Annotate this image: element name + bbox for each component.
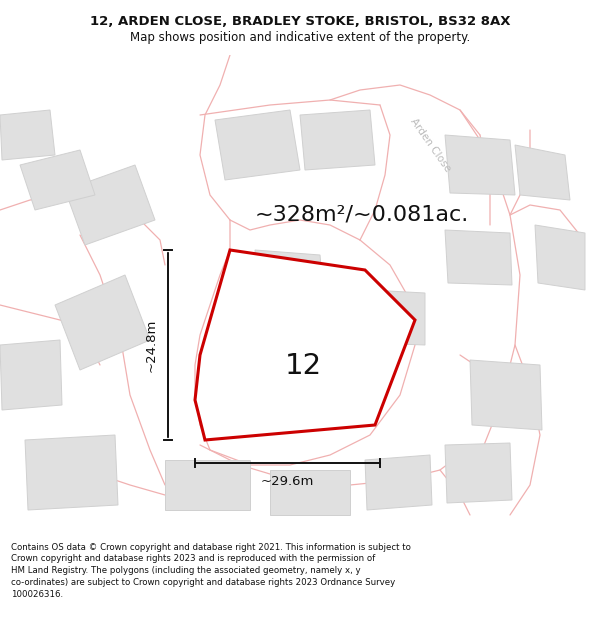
Text: ~24.8m: ~24.8m [145,318,158,372]
Polygon shape [445,135,515,195]
Text: ~328m²/~0.081ac.: ~328m²/~0.081ac. [255,205,469,225]
Polygon shape [535,225,585,290]
Polygon shape [370,290,425,345]
Text: 12, ARDEN CLOSE, BRADLEY STOKE, BRISTOL, BS32 8AX: 12, ARDEN CLOSE, BRADLEY STOKE, BRISTOL,… [90,16,510,28]
Text: Arden Close: Arden Close [408,116,452,174]
Polygon shape [470,360,542,430]
Polygon shape [195,250,415,440]
Polygon shape [515,145,570,200]
Polygon shape [65,165,155,245]
Polygon shape [165,460,250,510]
Polygon shape [270,470,350,515]
Polygon shape [445,443,512,503]
Text: ~29.6m: ~29.6m [261,475,314,488]
Polygon shape [255,250,325,310]
Polygon shape [0,110,55,160]
Polygon shape [300,110,375,170]
Text: Contains OS data © Crown copyright and database right 2021. This information is : Contains OS data © Crown copyright and d… [11,542,410,599]
Polygon shape [365,455,432,510]
Polygon shape [215,110,300,180]
Text: Map shows position and indicative extent of the property.: Map shows position and indicative extent… [130,31,470,44]
Polygon shape [55,275,150,370]
Polygon shape [270,345,332,395]
Polygon shape [445,230,512,285]
Polygon shape [25,435,118,510]
Text: 12: 12 [285,352,322,381]
Polygon shape [0,340,62,410]
Polygon shape [20,150,95,210]
